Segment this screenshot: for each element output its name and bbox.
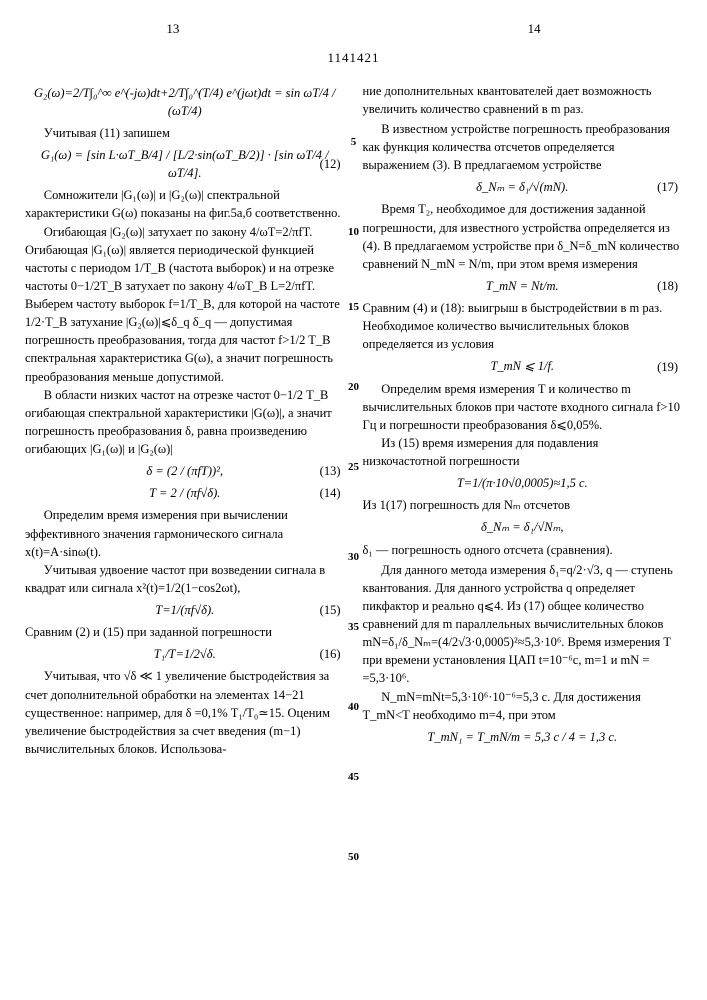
- page-header: 13 14: [25, 20, 682, 39]
- left-p5: Определим время измерения при вычислении…: [25, 506, 345, 560]
- equation-13: δ = (2 / (πfT))², (13): [25, 462, 345, 480]
- right-p8: δ₁ — погрешность одного отсчета (сравнен…: [363, 541, 683, 559]
- left-column: G₂(ω)=2/T∫₀^∞ e^(-jω)dt+2/T∫₀^(T/4) e^(j…: [25, 80, 345, 758]
- equation-14: T = 2 / (πf√δ). (14): [25, 484, 345, 502]
- eq12-number: (12): [320, 155, 341, 173]
- right-p3: Время T₂, необходимое для достижения зад…: [363, 200, 683, 273]
- equation-dnm: δ_Nₘ = δ₁/√Nₘ,: [363, 518, 683, 536]
- left-page-number: 13: [25, 20, 321, 39]
- right-p7: Из 1(17) погрешность для Nₘ отсчетов: [363, 496, 683, 514]
- eq17-number: (17): [657, 178, 678, 196]
- right-p9: Для данного метода измерения δ₁=q/2·√3, …: [363, 561, 683, 688]
- left-p4: В области низких частот на отрезке часто…: [25, 386, 345, 459]
- line-marker-10: 10: [344, 225, 364, 241]
- eq19-number: (19): [657, 357, 678, 375]
- eq15-body: T=1/(πf√δ).: [155, 603, 214, 617]
- line-marker-45: 45: [344, 770, 364, 786]
- right-p1: ние дополнительных квантователей дает во…: [363, 82, 683, 118]
- right-column: ние дополнительных квантователей дает во…: [363, 80, 683, 758]
- equation-16: T₁/T=1/2√δ. (16): [25, 645, 345, 663]
- document-number: 1141421: [25, 49, 682, 68]
- eq13-body: δ = (2 / (πfT))²,: [146, 464, 223, 478]
- equation-12: G₁(ω) = [sin L·ωT_B/4] / [L/2·sin(ωT_B/2…: [25, 146, 345, 182]
- eq18-number: (18): [657, 277, 678, 295]
- eq14-number: (14): [320, 484, 341, 502]
- right-page-number: 14: [386, 20, 682, 39]
- eq16-number: (16): [320, 645, 341, 663]
- left-p2: Сомножители |G₁(ω)| и |G₂(ω)| спектральн…: [25, 186, 345, 222]
- content-columns: 5 10 15 20 25 30 35 40 45 50 G₂(ω)=2/T∫₀…: [25, 80, 682, 758]
- right-p10: N_mN=mNt=5,3·10⁶·10⁻⁶=5,3 с. Для достиже…: [363, 688, 683, 724]
- line-marker-35: 35: [344, 620, 364, 636]
- eq19-body: T_mN ⩽ 1/f.: [490, 359, 554, 373]
- equation-18: T_mN = Nt/m. (18): [363, 277, 683, 295]
- left-p3: Огибающая |G₂(ω)| затухает по закону 4/ω…: [25, 223, 345, 386]
- line-marker-15: 15: [344, 300, 364, 316]
- eq17-body: δ_Nₘ = δ₁/√(mN).: [476, 180, 568, 194]
- equation-top: G₂(ω)=2/T∫₀^∞ e^(-jω)dt+2/T∫₀^(T/4) e^(j…: [25, 84, 345, 120]
- line-marker-50: 50: [344, 850, 364, 866]
- eq18-body: T_mN = Nt/m.: [486, 279, 559, 293]
- eq15-number: (15): [320, 601, 341, 619]
- equation-t: T=1/(π·10√0,0005)≈1,5 с.: [363, 474, 683, 492]
- right-p4: Сравним (4) и (18): выигрыш в быстродейс…: [363, 299, 683, 353]
- line-marker-30: 30: [344, 550, 364, 566]
- equation-15: T=1/(πf√δ). (15): [25, 601, 345, 619]
- equation-last: T_mN₁ = T_mN/m = 5,3 с / 4 = 1,3 с.: [363, 728, 683, 746]
- line-marker-20: 20: [344, 380, 364, 396]
- right-p2: В известном устройстве погрешность преоб…: [363, 120, 683, 174]
- equation-17: δ_Nₘ = δ₁/√(mN). (17): [363, 178, 683, 196]
- right-p6: Из (15) время измерения для подавления н…: [363, 434, 683, 470]
- line-marker-25: 25: [344, 460, 364, 476]
- left-p7: Сравним (2) и (15) при заданной погрешно…: [25, 623, 345, 641]
- line-marker-40: 40: [344, 700, 364, 716]
- eq13-number: (13): [320, 462, 341, 480]
- eq14-body: T = 2 / (πf√δ).: [149, 486, 220, 500]
- line-marker-5: 5: [344, 135, 364, 151]
- eq12-body: G₁(ω) = [sin L·ωT_B/4] / [L/2·sin(ωT_B/2…: [41, 148, 329, 180]
- left-p6: Учитывая удвоение частот при возведении …: [25, 561, 345, 597]
- equation-19: T_mN ⩽ 1/f. (19): [363, 357, 683, 375]
- eq16-body: T₁/T=1/2√δ.: [154, 647, 216, 661]
- left-p8: Учитывая, что √δ ≪ 1 увеличение быстроде…: [25, 667, 345, 758]
- left-p1: Учитывая (11) запишем: [25, 124, 345, 142]
- right-p5: Определим время измерения T и количество…: [363, 380, 683, 434]
